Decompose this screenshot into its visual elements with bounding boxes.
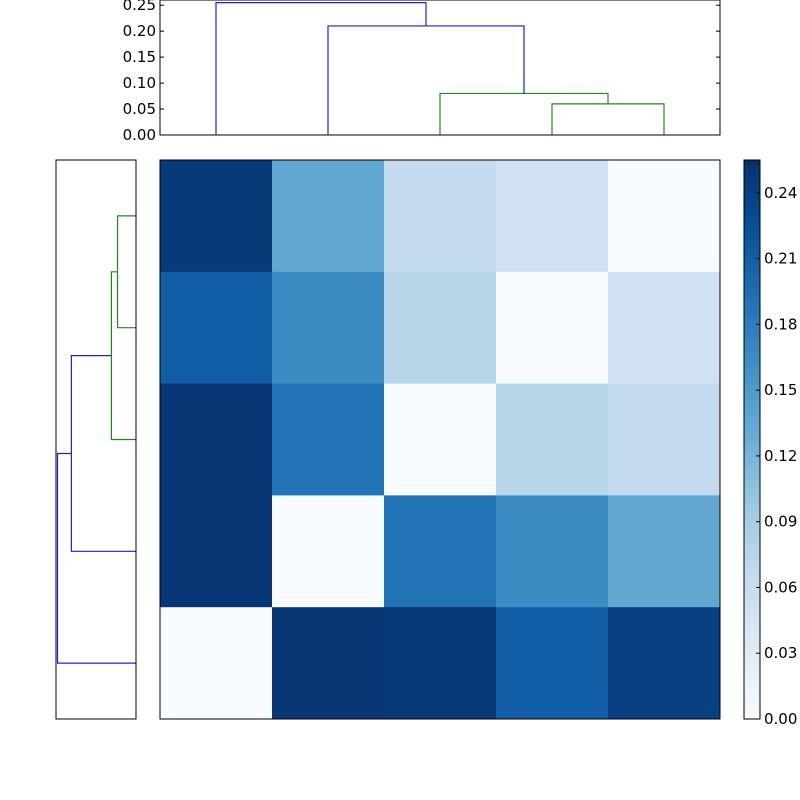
left-dendrogram-links bbox=[56, 215, 136, 664]
heatmap-frame bbox=[159, 159, 721, 720]
heatmap-cell bbox=[496, 271, 609, 385]
heatmap-cell bbox=[496, 495, 609, 608]
heatmap-cell bbox=[608, 607, 721, 720]
dendrogram-link bbox=[70, 355, 136, 552]
y-tick-label: 0.00 bbox=[123, 126, 156, 144]
y-tick-label: 0.10 bbox=[123, 74, 156, 92]
left-dendrogram bbox=[55, 159, 137, 720]
top-dendrogram-links bbox=[215, 1, 665, 135]
colorbar-tick-label: 0.21 bbox=[764, 250, 797, 268]
colorbar-gradient bbox=[744, 160, 760, 719]
heatmap-cell bbox=[608, 160, 721, 273]
heatmap-cell bbox=[272, 160, 385, 273]
heatmap-cell bbox=[160, 383, 273, 496]
heatmap-cell bbox=[496, 607, 609, 720]
left-dendrogram-frame bbox=[55, 159, 137, 720]
heatmap-cells bbox=[160, 160, 721, 720]
dendrogram-link bbox=[116, 215, 136, 329]
dendrogram-link bbox=[439, 92, 609, 135]
heatmap-cell bbox=[160, 495, 273, 608]
heatmap-cell bbox=[496, 383, 609, 496]
colorbar-tick-label: 0.09 bbox=[764, 513, 797, 531]
dendrogram-link bbox=[56, 452, 136, 664]
colorbar-tick-label: 0.15 bbox=[764, 381, 797, 399]
dendrogram-link bbox=[551, 103, 665, 135]
heatmap-cell bbox=[608, 495, 721, 608]
heatmap-cell bbox=[384, 383, 497, 496]
heatmap-cell bbox=[272, 607, 385, 720]
heatmap-cell bbox=[272, 271, 385, 385]
heatmap-cell bbox=[608, 383, 721, 496]
y-tick-label: 0.15 bbox=[123, 48, 156, 66]
top-dendrogram: 0.00 0.05 0.10 0.15 0.20 0.25 bbox=[123, 0, 721, 144]
top-dendrogram-frame bbox=[159, 0, 721, 136]
y-tick-label: 0.25 bbox=[123, 0, 156, 14]
colorbar-tick-label: 0.03 bbox=[764, 644, 797, 662]
colorbar: 0.00 0.03 0.06 0.09 0.12 0.15 0.18 0.21 0.24 bbox=[743, 159, 797, 728]
colorbar-tick-label: 0.12 bbox=[764, 447, 797, 465]
heatmap-cell bbox=[272, 495, 385, 608]
heatmap bbox=[159, 159, 721, 720]
heatmap-cell bbox=[160, 160, 273, 273]
heatmap-cell bbox=[160, 607, 273, 720]
dendrogram-link bbox=[110, 271, 136, 441]
heatmap-cell bbox=[384, 495, 497, 608]
heatmap-cell bbox=[496, 160, 609, 273]
colorbar-tick-label: 0.18 bbox=[764, 315, 797, 333]
dendrogram-link bbox=[327, 25, 525, 135]
colorbar-axis: 0.00 0.03 0.06 0.09 0.12 0.15 0.18 0.21 0.24 bbox=[756, 184, 797, 728]
top-dendrogram-y-axis: 0.00 0.05 0.10 0.15 0.20 0.25 bbox=[123, 0, 720, 144]
heatmap-cell bbox=[384, 271, 497, 385]
colorbar-tick-label: 0.06 bbox=[764, 578, 797, 596]
colorbar-frame bbox=[743, 159, 761, 720]
colorbar-tick-label: 0.00 bbox=[764, 710, 797, 728]
heatmap-cell bbox=[384, 607, 497, 720]
heatmap-cell bbox=[160, 271, 273, 385]
y-tick-label: 0.05 bbox=[123, 100, 156, 118]
colorbar-tick-label: 0.24 bbox=[764, 184, 797, 202]
heatmap-cell bbox=[272, 383, 385, 496]
heatmap-cell bbox=[608, 271, 721, 385]
y-tick-label: 0.20 bbox=[123, 22, 156, 40]
dendrogram-link bbox=[215, 1, 427, 135]
heatmap-cell bbox=[384, 160, 497, 273]
